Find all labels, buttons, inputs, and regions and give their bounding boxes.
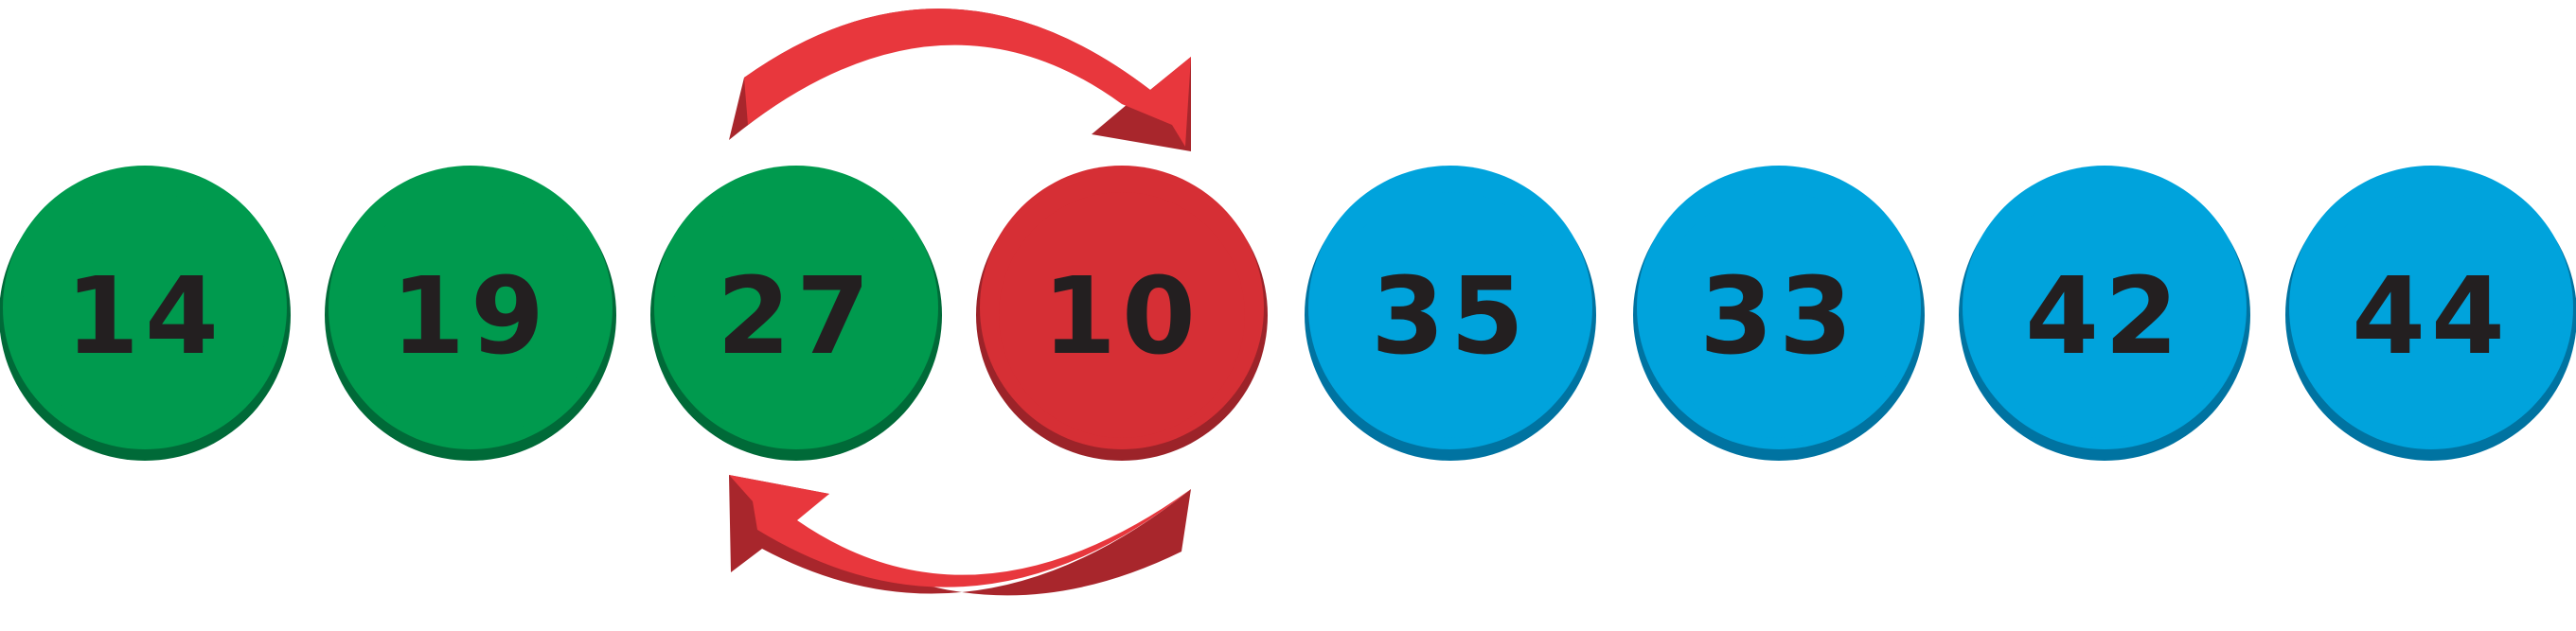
ball-face	[2308, 192, 2554, 438]
ball-number: 33	[1699, 255, 1858, 378]
ball-number: 10	[1042, 255, 1201, 378]
swap-arrow-top	[729, 9, 1191, 151]
swap-arrows	[729, 9, 1191, 596]
ball-1: 14	[0, 166, 291, 461]
ball-4: 10	[976, 166, 1268, 461]
ball-face	[22, 192, 268, 438]
ball-face	[1981, 192, 2228, 438]
ball-number: 35	[1371, 255, 1530, 378]
ball-face	[999, 192, 1245, 438]
ball-6: 33	[1633, 166, 1925, 461]
swap-arrow-top-body	[744, 9, 1191, 147]
ball-number: 14	[65, 255, 224, 378]
swap-arrow-bottom-body	[729, 475, 1191, 587]
ball-8: 44	[2285, 166, 2576, 461]
ball-row: 14 19 27 10 35 33 42 44	[0, 166, 2576, 461]
ball-2: 19	[325, 166, 616, 461]
ball-3: 27	[650, 166, 942, 461]
ball-5: 35	[1305, 166, 1596, 461]
ball-number: 44	[2352, 255, 2511, 378]
ball-face	[347, 192, 594, 438]
swap-arrow-bottom	[729, 475, 1191, 596]
ball-number: 27	[717, 255, 876, 378]
ball-number: 42	[2025, 255, 2184, 378]
ball-7: 42	[1959, 166, 2250, 461]
ball-face	[1656, 192, 1902, 438]
ball-face	[673, 192, 919, 438]
ball-face	[1327, 192, 1573, 438]
ball-number: 19	[391, 255, 550, 378]
